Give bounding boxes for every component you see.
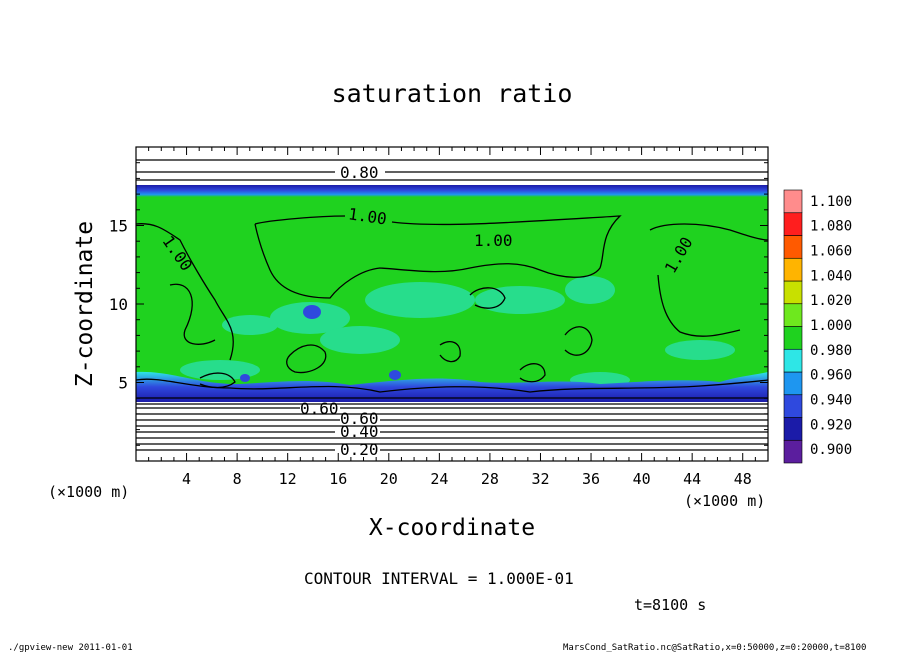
colorbar-swatch — [783, 371, 803, 396]
y-axis-unit: (×1000 m) — [48, 483, 129, 501]
colorbar-label: 1.000 — [810, 318, 852, 334]
colorbar-swatch — [783, 235, 803, 259]
colorbar-swatch — [783, 280, 803, 305]
x-tick-label: 28 — [481, 470, 499, 488]
contour-label: 1.00 — [474, 231, 513, 250]
colorbar-swatch — [783, 348, 803, 373]
contour-label: 0.60 — [340, 409, 379, 428]
x-tick-label: 8 — [233, 470, 242, 488]
colorbar-swatch — [783, 439, 803, 464]
y-tick-label: 5 — [118, 374, 128, 393]
colorbar-label: 0.980 — [810, 343, 852, 359]
y-axis-label: Z-coordinate — [72, 221, 98, 387]
colorbar-swatch — [783, 189, 803, 214]
upper-dry-band — [136, 185, 768, 197]
x-tick-label: 44 — [683, 470, 701, 488]
time-text: t=8100 s — [634, 596, 706, 614]
x-tick-label: 20 — [380, 470, 398, 488]
colorbar-label: 0.940 — [810, 392, 852, 408]
y-tick-label: 10 — [109, 295, 128, 314]
colorbar-swatch — [783, 394, 803, 418]
contours — [136, 159, 768, 451]
x-tick-label: 4 — [182, 470, 191, 488]
x-axis-label: X-coordinate — [369, 515, 535, 541]
colorbar-label: 1.040 — [810, 268, 852, 284]
x-tick-label: 12 — [279, 470, 297, 488]
blue-pockets — [240, 305, 401, 382]
contour-label: 0.40 — [340, 422, 379, 441]
x-tick-label: 32 — [531, 470, 549, 488]
footer-right: MarsCond_SatRatio.nc@SatRatio,x=0:50000,… — [563, 643, 866, 653]
x-tick-label: 16 — [329, 470, 347, 488]
chart-title: saturation ratio — [332, 79, 573, 108]
y-tick-label: 15 — [109, 217, 128, 236]
plot-area: 0.80 1.00 1.00 1.00 0.60 0.60 0.40 0.20 — [136, 147, 768, 461]
contour-interval-text: CONTOUR INTERVAL = 1.000E-01 — [304, 569, 574, 588]
colorbar-label: 1.060 — [810, 244, 852, 260]
x-tick-label: 48 — [734, 470, 752, 488]
y-axis-ticks: 5 10 15 — [109, 162, 768, 446]
contour-label: 0.80 — [340, 163, 379, 182]
colorbar-swatch — [783, 417, 803, 441]
colorbar-label: 1.020 — [810, 293, 852, 309]
x-tick-label: 40 — [633, 470, 651, 488]
footer-left: ./gpview-new 2011-01-01 — [8, 643, 133, 653]
colorbar-swatch — [783, 257, 803, 282]
colorbar-swatch — [783, 212, 803, 236]
colorbar-label: 1.080 — [810, 219, 852, 235]
colorbar-swatch — [783, 303, 803, 327]
x-tick-label: 36 — [582, 470, 600, 488]
colorbar-label: 0.960 — [810, 368, 852, 384]
contour-label: 0.60 — [300, 399, 339, 418]
x-tick-label: 24 — [430, 470, 448, 488]
colorbar-swatch — [783, 326, 803, 350]
x-axis-unit: (×1000 m) — [684, 492, 765, 510]
colorbar-label: 0.900 — [810, 442, 852, 458]
colorbar-label: 1.100 — [810, 194, 852, 210]
colorbar-label: 0.920 — [810, 417, 852, 433]
colorbar: 0.900 0.920 0.940 0.960 0.980 1.000 1.020 1.040… — [783, 189, 852, 464]
contour-label: 0.20 — [340, 440, 379, 459]
x-axis-ticks: 4 8 12 16 20 24 28 32 36 40 44 48 — [148, 147, 756, 488]
